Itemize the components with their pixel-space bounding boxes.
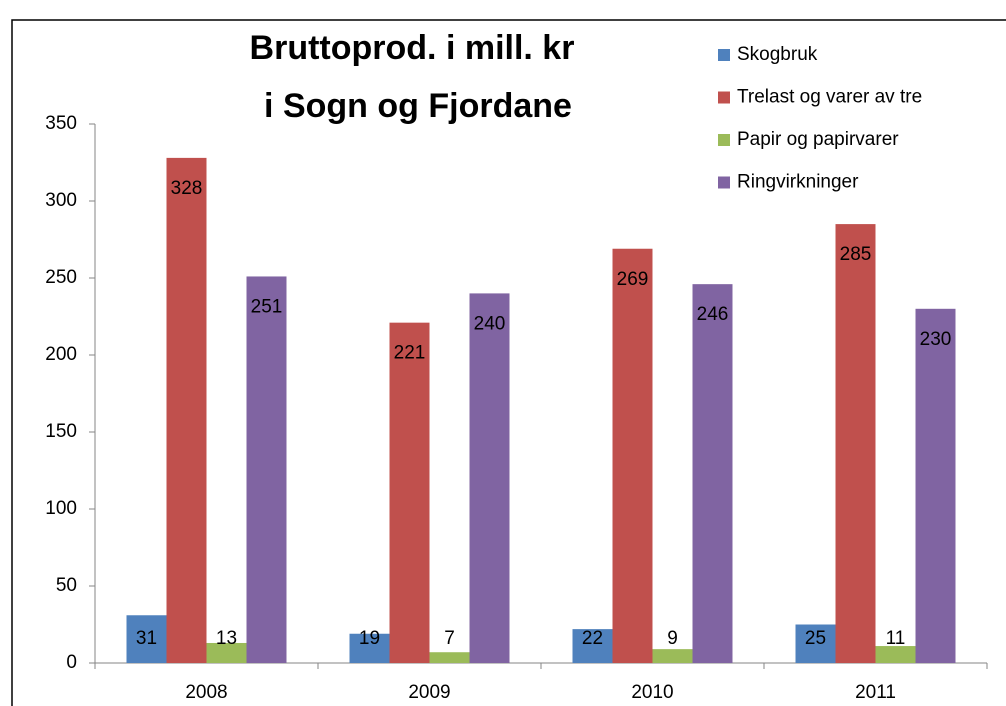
data-label: 25 bbox=[805, 628, 826, 649]
x-tick-label: 2011 bbox=[855, 682, 896, 703]
legend-label: Ringvirkninger bbox=[737, 172, 859, 193]
data-label: 22 bbox=[582, 628, 603, 649]
bar bbox=[349, 633, 390, 663]
x-tick-label: 2009 bbox=[408, 682, 450, 703]
bar bbox=[835, 224, 876, 663]
y-tick-label: 200 bbox=[45, 344, 77, 365]
data-label: 230 bbox=[920, 329, 952, 350]
bar bbox=[795, 624, 836, 663]
bar bbox=[572, 629, 613, 663]
bar bbox=[652, 649, 693, 663]
y-tick-label: 100 bbox=[45, 498, 77, 519]
bar bbox=[915, 308, 956, 663]
bar bbox=[246, 276, 287, 663]
legend-swatch bbox=[718, 49, 730, 61]
chart-border bbox=[11, 19, 1006, 706]
x-tick-label: 2008 bbox=[185, 682, 227, 703]
legend-label: Skogbruk bbox=[737, 44, 818, 65]
y-tick-label: 50 bbox=[56, 575, 77, 596]
data-label: 251 bbox=[251, 296, 283, 317]
data-label: 221 bbox=[394, 343, 426, 364]
y-tick-label: 250 bbox=[45, 267, 77, 288]
data-label: 328 bbox=[171, 178, 203, 199]
legend-label: Papir og papirvarer bbox=[737, 129, 899, 150]
bar bbox=[692, 284, 733, 663]
data-label: 269 bbox=[617, 269, 649, 290]
data-label: 246 bbox=[697, 304, 729, 325]
y-tick-label: 0 bbox=[66, 652, 77, 673]
bar bbox=[166, 157, 207, 663]
data-label: 9 bbox=[667, 628, 678, 649]
y-tick-label: 150 bbox=[45, 421, 77, 442]
bar bbox=[389, 322, 430, 663]
data-label: 31 bbox=[136, 628, 157, 649]
bar bbox=[126, 615, 167, 663]
legend-swatch bbox=[718, 134, 730, 146]
bar bbox=[206, 642, 247, 663]
data-label: 19 bbox=[359, 628, 380, 649]
x-tick-label: 2010 bbox=[631, 682, 673, 703]
legend-swatch bbox=[718, 91, 730, 104]
bar bbox=[469, 293, 510, 663]
legend-swatch bbox=[718, 176, 730, 189]
data-label: 240 bbox=[474, 313, 506, 334]
data-label: 11 bbox=[886, 628, 906, 649]
bar bbox=[612, 248, 653, 664]
y-tick-label: 350 bbox=[45, 113, 77, 134]
data-label: 7 bbox=[444, 628, 455, 649]
legend-label: Trelast og varer av tre bbox=[737, 87, 922, 108]
bar bbox=[429, 652, 470, 663]
chart-title: Bruttoprod. i mill. kr bbox=[250, 29, 575, 67]
bar bbox=[875, 646, 916, 663]
data-label: 13 bbox=[216, 628, 237, 649]
data-label: 285 bbox=[840, 244, 872, 265]
y-tick-label: 300 bbox=[45, 190, 77, 211]
chart-title: i Sogn og Fjordane bbox=[264, 87, 572, 125]
